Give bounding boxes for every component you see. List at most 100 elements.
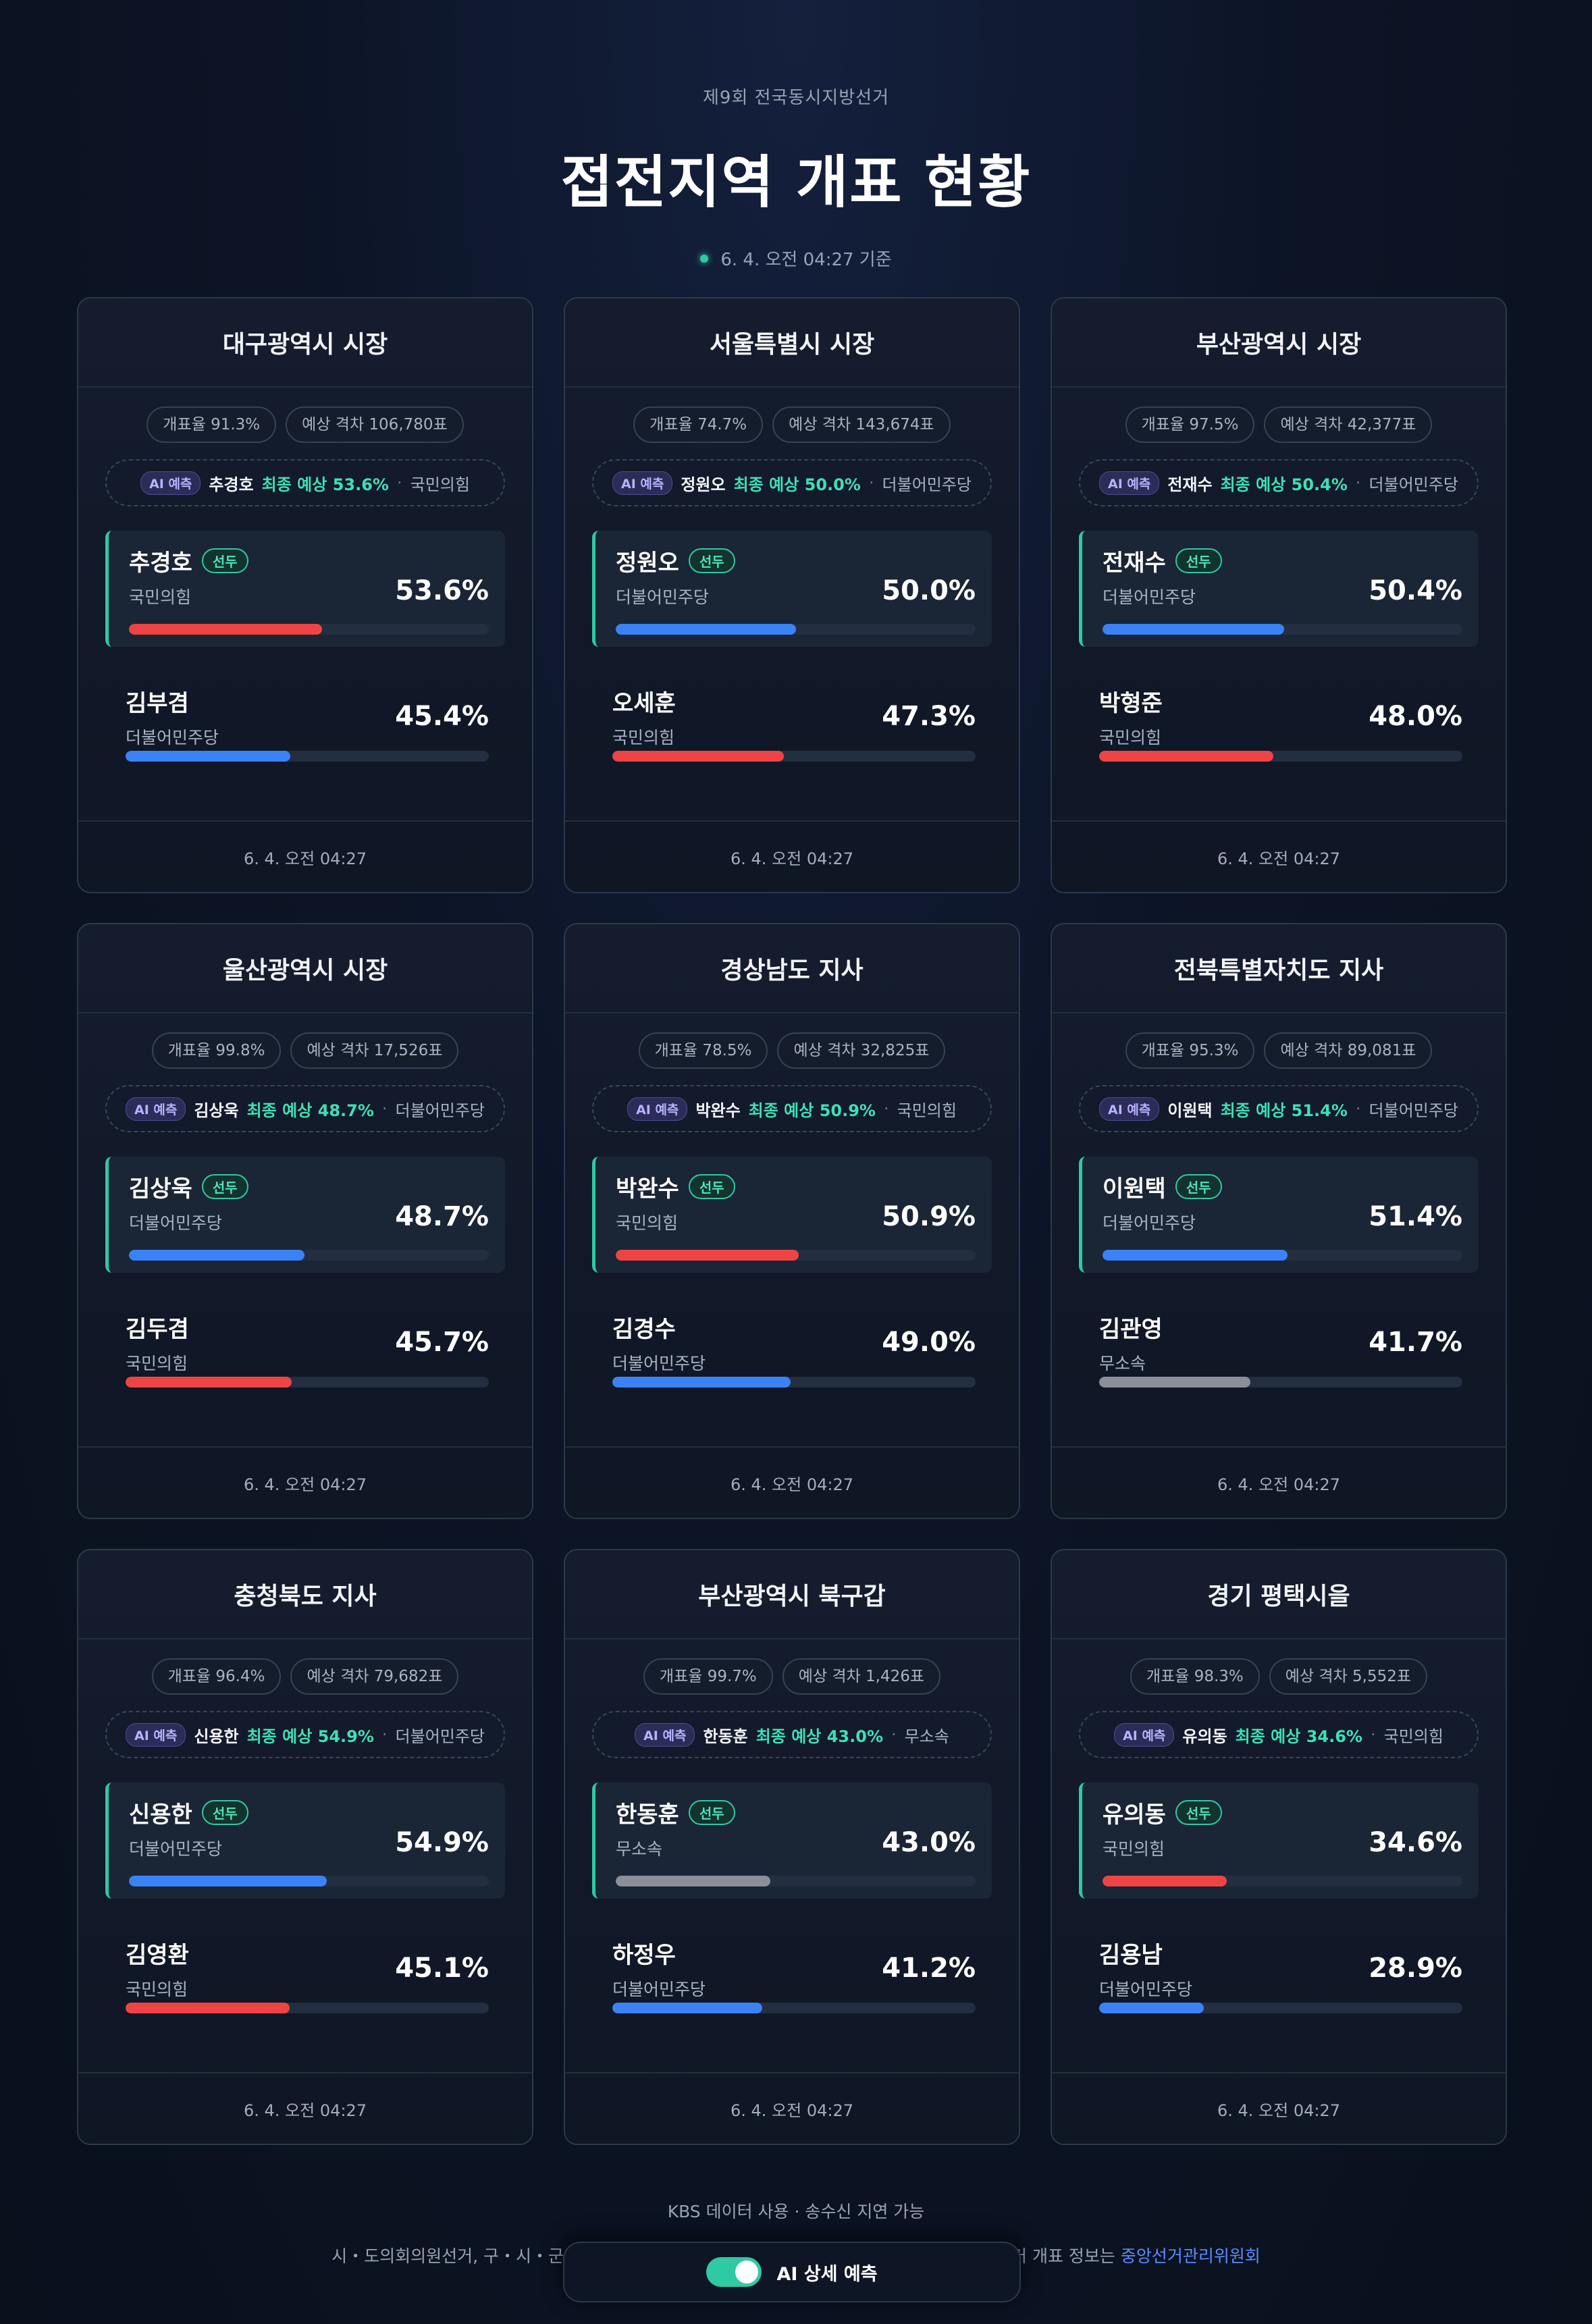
separator-dot: · xyxy=(1355,473,1361,492)
ai-predicted-winner: 이원택 xyxy=(1167,1101,1213,1120)
margin-pill: 예상 격차 106,780표 xyxy=(286,406,464,443)
count-rate-pill: 개표율 96.4% xyxy=(151,1658,282,1695)
timestamp-text: 6. 4. 오전 04:27 기준 xyxy=(720,250,892,270)
vote-bar-track xyxy=(1099,2003,1462,2013)
nec-link[interactable]: 중앙선거관리위원회 xyxy=(1120,2246,1261,2266)
leading-candidate: 추경호 선두 국민의힘 53.6% xyxy=(105,531,505,647)
candidate-name: 전재수 xyxy=(1103,550,1166,577)
vote-bar-fill xyxy=(1103,1250,1288,1261)
candidate-party: 더불어민주당 xyxy=(612,1354,706,1373)
vote-bar-track xyxy=(616,1876,976,1886)
lead-badge: 선두 xyxy=(201,1800,248,1825)
candidate-name-row: 김경수 xyxy=(612,1311,976,1344)
candidate-vote-share: 53.6% xyxy=(395,575,489,606)
ai-predicted-winner: 김상욱 xyxy=(194,1101,239,1120)
ai-predicted-party: 국민의힘 xyxy=(897,1101,957,1120)
vote-bar-track xyxy=(616,1250,976,1261)
district-title: 대구광역시 시장 xyxy=(222,331,388,359)
card-header: 경기 평택시을 xyxy=(1052,1550,1506,1639)
district-card-grid: 대구광역시 시장 개표율 91.3% 예상 격차 106,780표 AI 예측 … xyxy=(77,297,1507,2145)
card-header: 서울특별시 시장 xyxy=(565,298,1019,388)
vote-bar-track xyxy=(1103,624,1462,635)
ai-detail-toggle-bar[interactable]: AI 상세 예측 xyxy=(563,2242,1021,2302)
lead-badge: 선두 xyxy=(688,1174,735,1199)
ai-predicted-share: 최종 예상 50.0% xyxy=(733,475,861,494)
ai-predicted-party: 국민의힘 xyxy=(410,475,470,494)
second-candidate: 박형준 국민의힘 48.0% xyxy=(1079,671,1479,787)
vote-bar-track xyxy=(126,2003,489,2013)
ai-badge: AI 예측 xyxy=(125,1722,186,1747)
card-footer-timestamp: 6. 4. 오전 04:27 xyxy=(78,2072,532,2144)
margin-pill: 예상 격차 79,682표 xyxy=(290,1658,459,1695)
separator-dot: · xyxy=(868,473,874,492)
vote-bar-track xyxy=(612,2003,976,2013)
candidate-party: 국민의힘 xyxy=(1103,1839,1165,1859)
card-header: 대구광역시 시장 xyxy=(78,298,532,388)
candidate-name-row: 하정우 xyxy=(612,1936,976,1970)
candidate-party: 무소속 xyxy=(1099,1354,1146,1373)
ai-predicted-party: 더불어민주당 xyxy=(1369,475,1459,494)
candidate-name: 신용한 xyxy=(129,1801,192,1828)
vote-bar-track xyxy=(1103,1876,1462,1886)
district-card: 부산광역시 시장 개표율 97.5% 예상 격차 42,377표 AI 예측 전… xyxy=(1051,297,1507,893)
ai-predicted-share: 최종 예상 54.9% xyxy=(246,1726,374,1746)
card-footer-timestamp: 6. 4. 오전 04:27 xyxy=(565,820,1019,892)
candidate-name: 김관영 xyxy=(1099,1316,1163,1343)
candidate-name-row: 이원택 선두 xyxy=(1103,1170,1462,1203)
vote-bar-track xyxy=(1099,1377,1462,1388)
candidate-name-row: 유의동 선두 xyxy=(1103,1796,1462,1829)
district-title: 울산광역시 시장 xyxy=(222,957,388,984)
footer-note-left: 시・도의회의원선거, 구・시・군 xyxy=(331,2246,564,2266)
ai-predicted-share: 최종 예상 43.0% xyxy=(755,1726,883,1746)
ai-predicted-share: 최종 예상 50.4% xyxy=(1220,475,1348,494)
vote-bar-fill xyxy=(126,2003,290,2013)
count-stats: 개표율 98.3% 예상 격차 5,552표 xyxy=(1052,1658,1506,1695)
vote-bar-fill xyxy=(1099,751,1274,762)
candidate-vote-share: 45.4% xyxy=(395,701,489,732)
ai-detail-toggle[interactable] xyxy=(706,2257,762,2287)
ai-predicted-winner: 박완수 xyxy=(695,1101,741,1120)
vote-bar-track xyxy=(126,1377,489,1388)
separator-dot: · xyxy=(883,1099,889,1118)
vote-bar-fill xyxy=(129,624,322,635)
vote-bar-fill xyxy=(1103,1876,1227,1886)
candidate-vote-share: 50.4% xyxy=(1369,575,1462,606)
candidate-name-row: 김영환 xyxy=(126,1936,489,1970)
count-rate-pill: 개표율 99.8% xyxy=(151,1032,282,1069)
card-footer-timestamp: 6. 4. 오전 04:27 xyxy=(565,2072,1019,2144)
ai-prediction: AI 예측 정원오 최종 예상 50.0% · 더불어민주당 xyxy=(592,459,992,506)
lead-badge: 선두 xyxy=(201,548,248,573)
vote-bar-fill xyxy=(126,1377,292,1388)
candidate-name: 김두겸 xyxy=(126,1316,189,1343)
candidate-party: 더불어민주당 xyxy=(1099,1980,1193,1999)
card-footer-timestamp: 6. 4. 오전 04:27 xyxy=(565,1446,1019,1518)
ai-badge: AI 예측 xyxy=(125,1097,186,1121)
district-card: 충청북도 지사 개표율 96.4% 예상 격차 79,682표 AI 예측 신용… xyxy=(77,1549,533,2145)
candidate-vote-share: 48.7% xyxy=(395,1201,489,1232)
ai-predicted-winner: 유의동 xyxy=(1182,1726,1227,1746)
district-title: 경상남도 지사 xyxy=(720,957,864,984)
candidate-name-row: 김상욱 선두 xyxy=(129,1170,489,1203)
card-footer-timestamp: 6. 4. 오전 04:27 xyxy=(78,820,532,892)
count-stats: 개표율 96.4% 예상 격차 79,682표 xyxy=(78,1658,532,1695)
lead-badge: 선두 xyxy=(201,1174,248,1199)
lead-badge: 선두 xyxy=(688,548,735,573)
candidate-name: 하정우 xyxy=(612,1942,676,1969)
ai-predicted-party: 더불어민주당 xyxy=(882,475,972,494)
card-footer-timestamp: 6. 4. 오전 04:27 xyxy=(1052,2072,1506,2144)
vote-bar-track xyxy=(612,1377,976,1388)
candidate-vote-share: 45.7% xyxy=(395,1327,489,1358)
candidate-name-row: 김관영 xyxy=(1099,1311,1462,1344)
ai-predicted-party: 더불어민주당 xyxy=(395,1726,485,1746)
vote-bar-fill xyxy=(612,1377,791,1388)
data-source-note: KBS 데이터 사용 · 송수신 지연 가능 xyxy=(667,2202,925,2221)
second-candidate: 오세훈 국민의힘 47.3% xyxy=(592,671,992,787)
district-title: 충청북도 지사 xyxy=(234,1583,377,1610)
toggle-knob xyxy=(735,2261,759,2283)
candidate-party: 더불어민주당 xyxy=(1103,587,1196,607)
candidate-party: 더불어민주당 xyxy=(1103,1213,1196,1233)
vote-bar-track xyxy=(616,624,976,635)
ai-predicted-winner: 정원오 xyxy=(681,475,726,494)
card-header: 부산광역시 북구갑 xyxy=(565,1550,1019,1639)
card-footer-timestamp: 6. 4. 오전 04:27 xyxy=(78,1446,532,1518)
